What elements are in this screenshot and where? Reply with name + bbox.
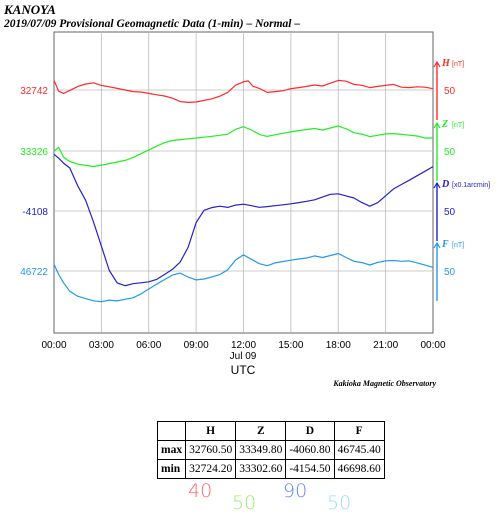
series-f-unit: [nT] xyxy=(452,242,464,249)
right-scale-labels: H [nT]50Z [nT]50D [x0.1arcmin]50F [nT]50 xyxy=(433,58,490,301)
chart-subtitle: 2019/07/09 Provisional Geomagnetic Data … xyxy=(3,18,300,30)
stats-cell: 46745.40 xyxy=(333,440,385,460)
series-f-line xyxy=(53,252,434,303)
stats-corner xyxy=(156,421,187,441)
stats-header-row: H Z D F xyxy=(156,421,385,441)
x-tick-label: 00:00 xyxy=(41,340,66,351)
series-h-name: H xyxy=(441,58,451,69)
series-h-line xyxy=(53,79,434,104)
stats-col-z: Z xyxy=(235,421,287,441)
stats-row-label: max xyxy=(156,440,187,460)
observatory-credit: Kakioka Magnetic Observatory xyxy=(332,379,436,388)
series-d-unit: [x0.1arcmin] xyxy=(452,182,490,189)
series-d-name: D xyxy=(441,179,449,190)
stats-table: H Z D F max 32760.50 33349.80 -4060.80 4… xyxy=(156,421,385,479)
series-f-baseline-label: 46722 xyxy=(20,267,48,278)
stats-cell: 33302.60 xyxy=(235,459,287,479)
x-tick-label: 21:00 xyxy=(373,340,398,351)
stats-col-f: F xyxy=(333,421,385,441)
handwritten-note-h: 40 xyxy=(188,480,213,502)
series-f-scale-label: 50 xyxy=(444,267,456,278)
x-tick-label: 15:00 xyxy=(278,340,303,351)
handwritten-note-z: 50 xyxy=(232,492,257,514)
x-date-label: Jul 09 xyxy=(230,351,257,362)
series-z-scale-label: 50 xyxy=(444,147,456,158)
series-lines xyxy=(53,79,434,303)
stats-row-label: min xyxy=(156,459,187,479)
series-h-baseline-label: 32742 xyxy=(20,86,48,97)
arrow-up-icon xyxy=(433,60,441,68)
arrow-up-icon xyxy=(433,121,441,129)
x-tick-label: 09:00 xyxy=(184,340,209,351)
series-z-line xyxy=(53,125,434,168)
stats-col-h: H xyxy=(185,421,237,441)
series-d-baseline-label: -4108 xyxy=(22,207,48,218)
x-tick-label: 00:00 xyxy=(420,340,445,351)
x-tick-label: 03:00 xyxy=(89,340,114,351)
x-axis-label: UTC xyxy=(231,363,256,377)
stats-cell: -4154.50 xyxy=(285,459,335,479)
series-d-scale-label: 50 xyxy=(444,207,456,218)
series-d-line xyxy=(53,153,434,287)
handwritten-note-d: 90 xyxy=(283,480,308,502)
stats-cell: 32760.50 xyxy=(185,440,237,460)
series-h-unit: [nT] xyxy=(452,61,464,68)
stats-cell: -4060.80 xyxy=(285,440,335,460)
arrow-up-icon xyxy=(433,181,441,189)
stats-cell: 46698.60 xyxy=(333,459,385,479)
handwritten-note-f: 50 xyxy=(327,492,352,514)
station-title: KANOYA xyxy=(3,2,56,17)
left-baseline-labels: 32742 33326 -4108 46722 xyxy=(20,86,48,278)
series-z-baseline-label: 33326 xyxy=(20,147,48,158)
stats-col-d: D xyxy=(285,421,335,441)
series-f-name: F xyxy=(441,239,449,250)
grid xyxy=(54,32,433,333)
stats-cell: 32724.20 xyxy=(185,459,237,479)
x-tick-label: 12:00 xyxy=(231,340,256,351)
stats-max-row: max 32760.50 33349.80 -4060.80 46745.40 xyxy=(156,440,385,460)
x-tick-label: 18:00 xyxy=(326,340,351,351)
stats-cell: 33349.80 xyxy=(235,440,287,460)
x-tick-label: 06:00 xyxy=(136,340,161,351)
magnetogram-chart: KANOYA 2019/07/09 Provisional Geomagneti… xyxy=(3,2,490,388)
x-tick-labels: 00:00 03:00 06:00 09:00 12:00 15:00 18:00 21:00… xyxy=(41,340,445,351)
series-z-unit: [nT] xyxy=(452,122,464,129)
series-h-scale-label: 50 xyxy=(444,86,456,97)
stats-min-row: min 32724.20 33302.60 -4154.50 46698.60 xyxy=(156,459,385,479)
arrow-up-icon xyxy=(433,241,441,249)
series-z-name: Z xyxy=(441,119,448,130)
